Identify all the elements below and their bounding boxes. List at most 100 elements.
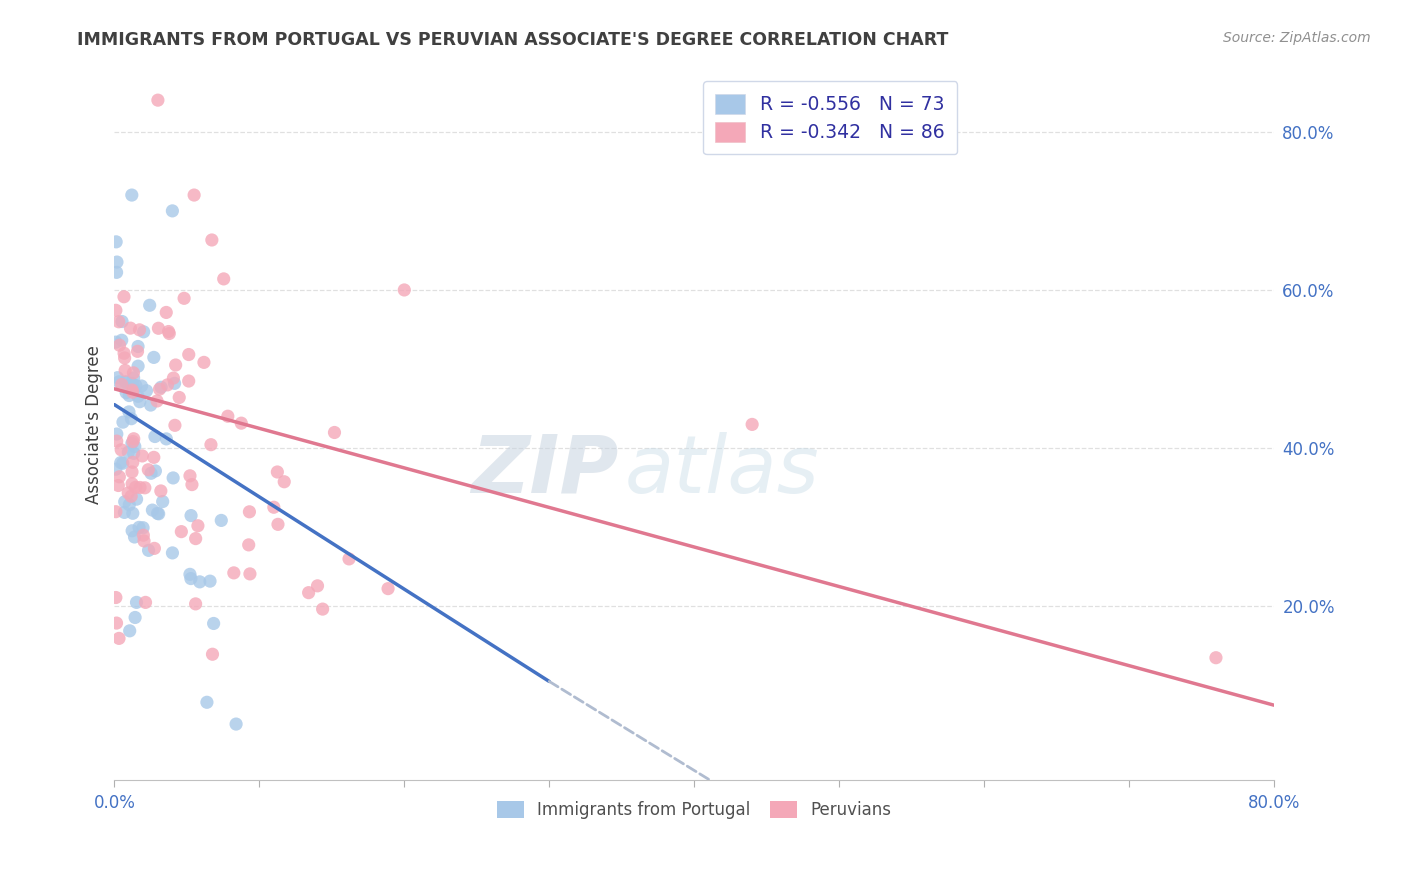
Point xyxy=(298,585,321,599)
Point xyxy=(165,358,187,372)
Point xyxy=(162,203,184,218)
Point xyxy=(180,572,202,586)
Point xyxy=(105,616,128,631)
Point xyxy=(183,188,205,202)
Point xyxy=(146,394,169,409)
Point xyxy=(114,375,136,389)
Point xyxy=(122,432,145,446)
Point xyxy=(162,371,184,385)
Point xyxy=(238,538,260,552)
Point xyxy=(127,359,149,374)
Point xyxy=(117,445,139,459)
Point xyxy=(193,355,215,369)
Point xyxy=(124,530,146,544)
Point xyxy=(125,378,148,392)
Point xyxy=(155,432,177,446)
Point xyxy=(311,602,333,616)
Point xyxy=(108,338,131,352)
Point xyxy=(121,188,143,202)
Point xyxy=(266,465,288,479)
Point xyxy=(184,532,207,546)
Point xyxy=(263,500,285,515)
Point xyxy=(148,382,170,396)
Point xyxy=(273,475,295,489)
Point xyxy=(124,440,146,454)
Point xyxy=(239,566,262,581)
Point xyxy=(143,429,166,443)
Point xyxy=(108,375,131,389)
Point xyxy=(129,480,152,494)
Point xyxy=(105,434,128,449)
Point xyxy=(127,344,149,359)
Point xyxy=(122,434,145,449)
Point xyxy=(120,489,142,503)
Point xyxy=(104,303,127,318)
Point xyxy=(114,363,136,377)
Point xyxy=(146,506,169,520)
Point xyxy=(155,305,177,319)
Point xyxy=(104,505,127,519)
Point xyxy=(394,283,416,297)
Point xyxy=(124,480,146,494)
Point xyxy=(238,505,260,519)
Point xyxy=(202,616,225,631)
Point xyxy=(111,314,134,328)
Point xyxy=(121,524,143,538)
Point xyxy=(121,455,143,469)
Point xyxy=(135,384,157,398)
Text: ZIP: ZIP xyxy=(471,432,619,509)
Point xyxy=(122,382,145,396)
Point xyxy=(105,427,128,442)
Point xyxy=(110,456,132,470)
Point xyxy=(741,417,763,432)
Point xyxy=(134,595,156,609)
Point xyxy=(121,383,143,397)
Point xyxy=(118,624,141,638)
Point xyxy=(125,492,148,507)
Point xyxy=(177,374,200,388)
Point xyxy=(149,483,172,498)
Point xyxy=(118,498,141,512)
Point xyxy=(122,366,145,380)
Point xyxy=(112,505,135,519)
Point xyxy=(307,579,329,593)
Point xyxy=(120,321,142,335)
Point xyxy=(337,552,360,566)
Point xyxy=(141,503,163,517)
Point xyxy=(142,450,165,465)
Point xyxy=(145,464,167,478)
Point xyxy=(187,518,209,533)
Point xyxy=(125,595,148,609)
Point xyxy=(157,325,180,339)
Text: IMMIGRANTS FROM PORTUGAL VS PERUVIAN ASSOCIATE'S DEGREE CORRELATION CHART: IMMIGRANTS FROM PORTUGAL VS PERUVIAN ASS… xyxy=(77,31,949,49)
Point xyxy=(231,416,253,430)
Point xyxy=(117,486,139,500)
Point xyxy=(122,446,145,460)
Point xyxy=(121,465,143,479)
Point xyxy=(177,347,200,361)
Point xyxy=(323,425,346,440)
Point xyxy=(108,632,131,646)
Point xyxy=(225,717,247,731)
Point xyxy=(115,375,138,389)
Point xyxy=(118,405,141,419)
Point xyxy=(121,385,143,400)
Text: Source: ZipAtlas.com: Source: ZipAtlas.com xyxy=(1223,31,1371,45)
Point xyxy=(146,93,169,107)
Point xyxy=(105,235,128,249)
Point xyxy=(201,233,224,247)
Point xyxy=(209,513,232,527)
Point xyxy=(118,388,141,402)
Point xyxy=(150,380,173,394)
Point xyxy=(131,379,153,393)
Point xyxy=(121,506,143,520)
Point xyxy=(162,546,184,560)
Point xyxy=(188,574,211,589)
Point xyxy=(114,351,136,365)
Point xyxy=(136,463,159,477)
Point xyxy=(139,398,162,412)
Point xyxy=(110,442,132,457)
Point xyxy=(104,335,127,350)
Point xyxy=(132,521,155,535)
Point xyxy=(112,290,135,304)
